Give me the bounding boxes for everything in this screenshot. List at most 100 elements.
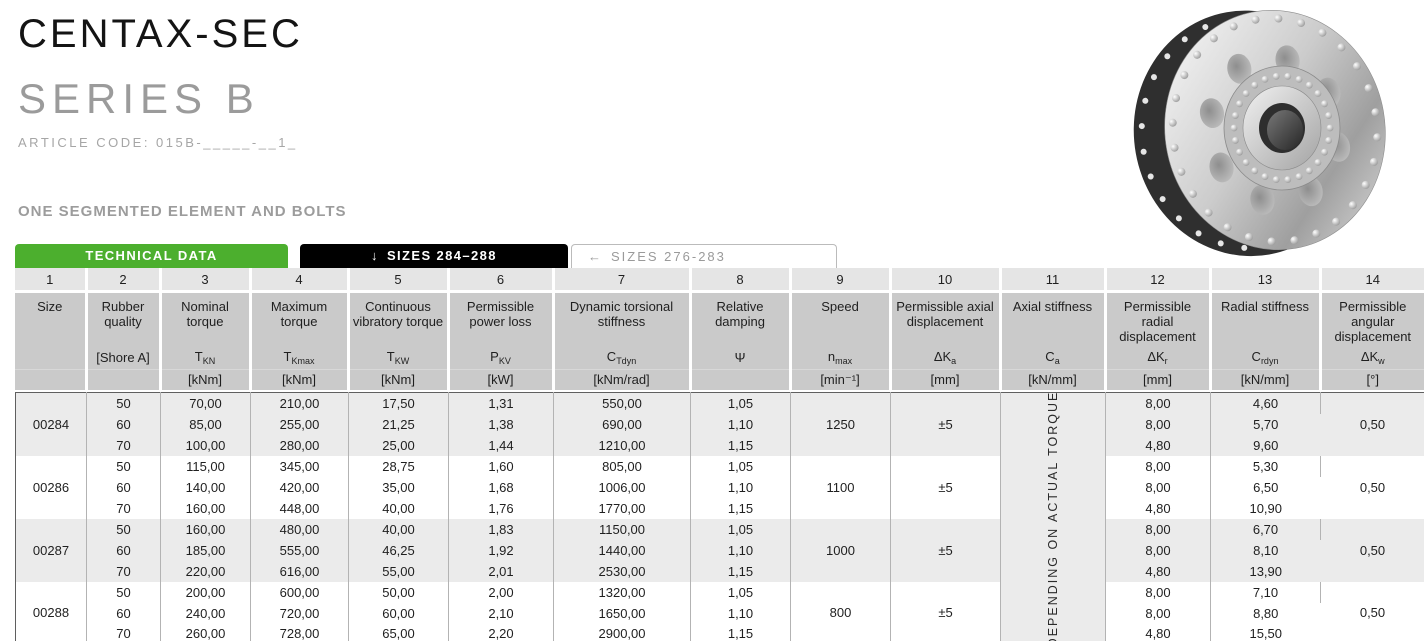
torsional-stiffness-cell: 1320,00 — [553, 581, 691, 603]
column-name: Permissible power loss — [448, 293, 555, 346]
column-unit: [mm] — [890, 368, 1002, 390]
damping-cell: 1,15 — [690, 497, 791, 519]
maximum-torque-cell: 280,00 — [250, 434, 349, 456]
vibratory-torque-cell: 40,00 — [348, 518, 449, 540]
axial-stiffness-note-cell: DEPENDING ON ACTUAL TORQUE — [1000, 392, 1106, 641]
power-loss-cell: 1,83 — [448, 518, 554, 540]
column-unit — [15, 368, 88, 390]
table-row: 60 140,00 420,00 35,00 1,68 1006,00 1,10 8,00 6,… — [16, 476, 1424, 498]
column-number: 11 — [1000, 268, 1107, 290]
column-symbol: TKmax — [250, 346, 350, 369]
nominal-torque-cell: 85,00 — [160, 413, 251, 435]
table-row: 00288 50 200,00 600,00 50,00 2,00 1320,00 1,05 8… — [15, 581, 1424, 641]
article-code: ARTICLE CODE: 015B-_____-__1_ — [18, 135, 298, 150]
column-name: Permissible radial displacement — [1105, 293, 1212, 346]
vibratory-torque-cell: 55,00 — [348, 560, 449, 582]
axial-displacement-cell: ±5 — [890, 392, 1001, 456]
shore-cell: 60 — [86, 476, 161, 498]
column-number-row: 1 2 3 4 5 6 7 8 9 10 11 12 13 14 — [15, 268, 1424, 290]
tab-sizes-284-288[interactable]: ↓ SIZES 284–288 — [300, 244, 568, 268]
column-number: 2 — [86, 268, 162, 290]
title-block: CENTAX-SEC SERIES B ARTICLE CODE: 015B-_… — [18, 12, 303, 150]
tab-technical-data[interactable]: TECHNICAL DATA — [15, 244, 288, 268]
damping-cell: 1,10 — [690, 476, 791, 498]
column-unit: [min⁻¹] — [790, 368, 892, 390]
tab-sizes-276-283[interactable]: ← SIZES 276-283 — [571, 244, 837, 268]
vertical-note: DEPENDING ON ACTUAL TORQUE — [1046, 392, 1060, 641]
column-name: Size — [15, 293, 88, 346]
vibratory-torque-cell: 17,50 — [348, 392, 449, 414]
power-loss-cell: 2,10 — [448, 602, 554, 624]
nominal-torque-cell: 140,00 — [160, 476, 251, 498]
column-name: Speed — [790, 293, 892, 346]
nominal-torque-cell: 185,00 — [160, 539, 251, 561]
column-unit: [kNm] — [250, 368, 350, 390]
vibratory-torque-cell: 21,25 — [348, 413, 449, 435]
column-unit: [kN/mm] — [1210, 368, 1322, 390]
shore-cell: 60 — [86, 602, 161, 624]
angular-displacement-cell: 0,50 — [1320, 518, 1424, 582]
damping-cell: 1,15 — [690, 560, 791, 582]
radial-stiffness-cell: 9,60 — [1210, 434, 1321, 456]
column-symbol: Ψ — [690, 346, 792, 369]
left-arrow-icon: ← — [588, 249, 603, 264]
column-symbol: ΔKr — [1105, 346, 1212, 369]
size-cell: 00284 — [15, 392, 87, 456]
power-loss-cell: 1,76 — [448, 497, 554, 519]
shore-cell: 60 — [86, 539, 161, 561]
column-number: 9 — [790, 268, 892, 290]
coupling-product-image — [1133, 9, 1386, 257]
column-name: Continuous vibratory torque — [348, 293, 450, 346]
radial-stiffness-cell: 4,60 — [1210, 392, 1321, 414]
vibratory-torque-cell: 35,00 — [348, 476, 449, 498]
torsional-stiffness-cell: 1006,00 — [553, 476, 691, 498]
table-row: 60 185,00 555,00 46,25 1,92 1440,00 1,10 8,00 8,… — [16, 539, 1424, 561]
speed-cell: 1000 — [790, 518, 891, 582]
radial-displacement-cell: 8,00 — [1105, 455, 1211, 477]
shore-cell: 70 — [86, 623, 161, 641]
radial-stiffness-cell: 8,10 — [1210, 539, 1321, 561]
column-number: 13 — [1210, 268, 1322, 290]
torsional-stiffness-cell: 1650,00 — [553, 602, 691, 624]
size-cell: 00287 — [15, 518, 87, 582]
axial-displacement-cell: ±5 — [890, 518, 1001, 582]
power-loss-cell: 1,31 — [448, 392, 554, 414]
column-unit — [690, 368, 792, 390]
shore-cell: 70 — [86, 560, 161, 582]
nominal-torque-cell: 220,00 — [160, 560, 251, 582]
power-loss-cell: 1,38 — [448, 413, 554, 435]
table-row: 70 160,00 448,00 40,00 1,76 1770,00 1,15 4,80 10… — [16, 497, 1424, 519]
torsional-stiffness-cell: 2530,00 — [553, 560, 691, 582]
hub — [1223, 65, 1341, 191]
column-symbol: CTdyn — [553, 346, 692, 369]
maximum-torque-cell: 600,00 — [250, 581, 349, 603]
power-loss-cell: 2,20 — [448, 623, 554, 641]
column-symbol: [Shore A] — [86, 346, 162, 369]
column-number: 6 — [448, 268, 555, 290]
shore-cell: 70 — [86, 434, 161, 456]
column-name: Relative damping — [690, 293, 792, 346]
column-unit: [°] — [1320, 368, 1424, 390]
radial-displacement-cell: 8,00 — [1105, 518, 1211, 540]
maximum-torque-cell: 345,00 — [250, 455, 349, 477]
column-symbol: PKV — [448, 346, 555, 369]
table-row: 60 240,00 720,00 60,00 2,10 1650,00 1,10 8,00 8,… — [16, 602, 1424, 624]
column-unit — [86, 368, 162, 390]
damping-cell: 1,05 — [690, 581, 791, 603]
radial-displacement-cell: 8,00 — [1105, 392, 1211, 414]
radial-stiffness-cell: 6,50 — [1210, 476, 1321, 498]
damping-cell: 1,05 — [690, 392, 791, 414]
maximum-torque-cell: 720,00 — [250, 602, 349, 624]
column-number: 12 — [1105, 268, 1212, 290]
damping-cell: 1,15 — [690, 434, 791, 456]
column-number: 8 — [690, 268, 792, 290]
page-title: CENTAX-SEC — [18, 12, 303, 56]
torsional-stiffness-cell: 550,00 — [553, 392, 691, 414]
column-name: Permissible axial displacement — [890, 293, 1002, 346]
maximum-torque-cell: 420,00 — [250, 476, 349, 498]
section-label: ONE SEGMENTED ELEMENT AND BOLTS — [18, 203, 347, 220]
vibratory-torque-cell: 28,75 — [348, 455, 449, 477]
maximum-torque-cell: 728,00 — [250, 623, 349, 641]
size-cell: 00288 — [15, 581, 87, 641]
